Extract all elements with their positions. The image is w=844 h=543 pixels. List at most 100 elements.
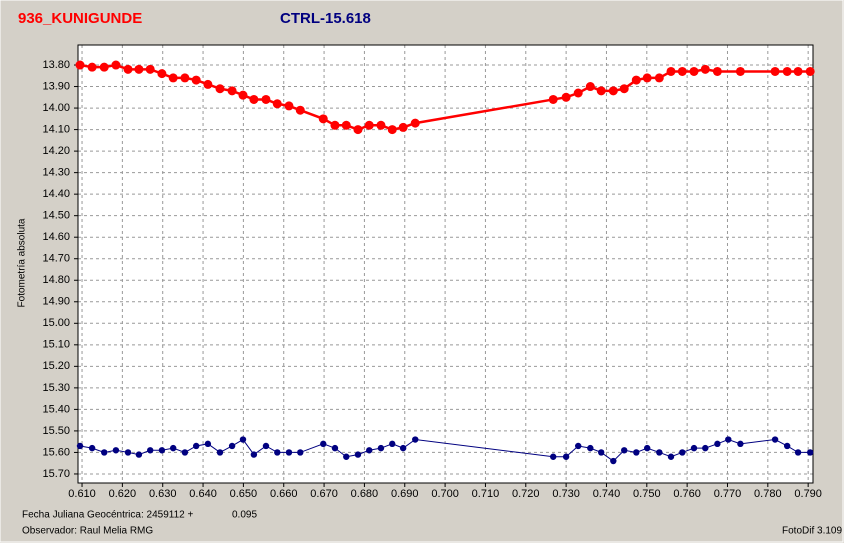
data-point — [666, 66, 676, 76]
data-point — [548, 94, 558, 104]
data-point — [690, 444, 698, 452]
data-point — [192, 442, 200, 450]
data-point — [656, 449, 663, 456]
data-point — [700, 64, 710, 74]
data-point — [87, 62, 97, 72]
data-point — [366, 447, 373, 454]
data-point — [343, 453, 350, 460]
data-point — [621, 447, 628, 454]
data-point — [794, 449, 802, 456]
x-tick-label: 0.680 — [351, 488, 379, 500]
y-tick-label: 15.20 — [42, 360, 70, 372]
footer-text: Fecha Juliana Geocéntrica: 2459112 + — [22, 510, 193, 521]
x-tick-label: 0.740 — [593, 488, 621, 500]
data-point — [204, 440, 212, 448]
footer-text: Observador: Raul Melia RMG — [22, 526, 153, 537]
data-point — [191, 75, 201, 85]
data-point — [285, 449, 293, 456]
data-point — [737, 440, 744, 448]
x-tick-label: 0.710 — [472, 488, 500, 500]
data-point — [353, 125, 363, 135]
data-point — [770, 66, 780, 76]
y-tick-label: 15.30 — [42, 382, 70, 394]
data-point — [735, 66, 745, 76]
footer-text: FotoDif 3.109 — [782, 526, 842, 537]
data-point — [168, 73, 178, 83]
x-tick-label: 0.630 — [149, 488, 177, 500]
x-tick-label: 0.640 — [189, 488, 217, 500]
data-point — [573, 88, 583, 98]
y-tick-label: 14.70 — [42, 253, 70, 265]
x-tick-label: 0.750 — [633, 488, 661, 500]
y-tick-label: 14.50 — [42, 210, 70, 222]
x-tick-label: 0.660 — [270, 488, 298, 500]
data-point — [216, 449, 224, 456]
x-tick-label: 0.790 — [794, 488, 822, 500]
data-point — [123, 64, 133, 74]
data-point — [598, 449, 605, 456]
data-point — [642, 73, 652, 83]
data-point — [330, 120, 340, 130]
data-point — [805, 66, 815, 76]
plot-border — [77, 44, 814, 484]
footer-text: 0.095 — [232, 510, 257, 521]
data-point — [677, 66, 687, 76]
data-point — [272, 99, 282, 109]
data-point — [180, 73, 190, 83]
data-point — [610, 457, 617, 465]
data-point — [320, 440, 327, 448]
data-point — [783, 442, 791, 450]
data-point — [341, 120, 351, 130]
data-point — [88, 444, 96, 452]
y-tick-label: 13.90 — [42, 80, 70, 92]
data-point — [561, 92, 571, 102]
data-point — [238, 90, 248, 100]
y-tick-label: 15.70 — [42, 468, 70, 480]
data-point — [377, 444, 385, 452]
y-tick-label: 14.80 — [42, 274, 70, 286]
data-point — [331, 444, 339, 452]
data-point — [633, 449, 640, 456]
data-point — [412, 436, 419, 443]
data-point — [596, 86, 606, 96]
data-point — [376, 120, 386, 130]
data-point — [228, 442, 236, 450]
data-point — [158, 447, 166, 454]
y-axis-label: Fotometría absoluta — [17, 218, 28, 307]
data-point — [112, 447, 120, 454]
data-point — [135, 451, 143, 458]
data-point — [399, 444, 407, 452]
data-point — [157, 69, 167, 79]
x-tick-label: 0.700 — [431, 488, 459, 500]
data-point — [203, 79, 213, 89]
data-point — [170, 444, 177, 452]
data-point — [111, 60, 121, 70]
data-point — [262, 442, 270, 450]
data-point — [274, 449, 281, 456]
x-tick-label: 0.730 — [552, 488, 580, 500]
series-title: CTRL-15.618 — [280, 10, 371, 27]
data-point — [725, 436, 732, 443]
data-point — [297, 449, 304, 456]
x-tick-label: 0.670 — [310, 488, 338, 500]
data-point — [239, 436, 247, 443]
x-tick-label: 0.650 — [230, 488, 258, 500]
y-tick-label: 14.00 — [42, 102, 70, 114]
data-point — [261, 94, 271, 104]
data-point — [587, 444, 594, 452]
y-tick-label: 14.40 — [42, 188, 70, 200]
y-tick-label: 14.90 — [42, 296, 70, 308]
x-tick-label: 0.720 — [512, 488, 540, 500]
data-point — [608, 86, 618, 96]
y-tick-label: 14.30 — [42, 167, 70, 179]
data-point — [181, 449, 189, 456]
data-point — [215, 84, 225, 94]
data-point — [389, 440, 396, 448]
y-tick-label: 14.10 — [42, 123, 70, 135]
data-point — [145, 64, 155, 74]
y-tick-label: 15.00 — [42, 317, 70, 329]
x-tick-label: 0.780 — [754, 488, 782, 500]
data-point — [249, 94, 259, 104]
x-tick-label: 0.690 — [391, 488, 419, 500]
